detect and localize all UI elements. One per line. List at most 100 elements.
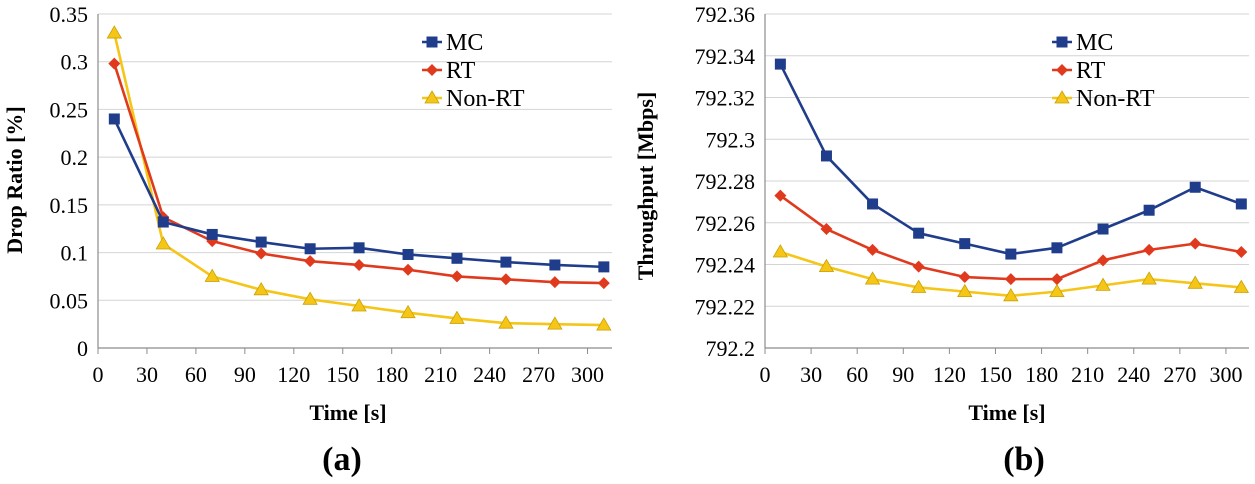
data-point [1051, 242, 1063, 254]
data-point [596, 317, 612, 331]
data-point [548, 276, 561, 289]
series-non-rt [106, 25, 612, 331]
data-point [1141, 271, 1157, 285]
data-point [959, 238, 971, 250]
legend-marker [1056, 64, 1068, 76]
throughput-chart: Throughput [Mbps] Time [s] (b) 792.2 792.… [633, 2, 1250, 478]
chart-panel-b: Throughput [Mbps] Time [s] (b) 792.2 792.… [630, 0, 1255, 479]
y-tick-label: 0.35 [50, 2, 89, 27]
data-point [1050, 273, 1063, 286]
data-point [774, 189, 787, 202]
series-non-rt [772, 244, 1250, 302]
data-point [818, 258, 835, 272]
data-point [304, 255, 317, 268]
data-point [302, 291, 318, 305]
data-point [598, 261, 610, 273]
figure-caption: (a) [322, 441, 362, 478]
series-rt [774, 189, 1248, 286]
x-tick-label: 300 [571, 362, 604, 387]
data-point [353, 242, 365, 254]
y-tick-label: 792.2 [706, 336, 756, 361]
x-tick-label: 120 [277, 362, 310, 387]
x-tick-label: 90 [892, 362, 914, 387]
data-point [912, 260, 925, 273]
x-tick-label: 120 [933, 362, 966, 387]
y-tick-label: 0.15 [50, 193, 89, 218]
x-axis-title: Time [s] [968, 400, 1045, 425]
y-tick-label: 0 [77, 336, 88, 361]
x-tick-label: 210 [424, 362, 457, 387]
data-point [820, 223, 833, 236]
x-tick-label: 60 [185, 362, 207, 387]
data-point [206, 228, 218, 240]
data-point [1143, 243, 1156, 256]
data-point [1189, 237, 1202, 250]
y-axis-title: Drop Ratio [%] [2, 106, 27, 253]
y-tick-label: 792.32 [695, 86, 756, 111]
series-mc [108, 113, 610, 273]
data-point [1049, 283, 1065, 298]
data-point [1097, 223, 1109, 235]
data-point [774, 58, 786, 70]
data-point [1235, 245, 1248, 258]
data-point [500, 256, 512, 268]
x-tick-label: 0 [93, 362, 104, 387]
x-tick-label: 150 [979, 362, 1012, 387]
x-tick-label: 180 [1025, 362, 1058, 387]
data-point [1095, 277, 1111, 291]
y-tick-label: 792.24 [695, 253, 756, 278]
drop-ratio-chart: Drop Ratio [%] Time [s] (a) 0 0.05 0.1 0.15… [2, 2, 612, 478]
gridlines [765, 13, 1249, 307]
data-point [402, 248, 414, 260]
x-tick-label: 30 [800, 362, 822, 387]
data-point [108, 57, 121, 70]
data-point [204, 268, 220, 282]
x-tick-label: 60 [846, 362, 868, 387]
x-tick-label: 150 [326, 362, 359, 387]
x-tick-label: 0 [760, 362, 771, 387]
data-point [1005, 248, 1017, 260]
data-point [1187, 275, 1203, 289]
data-point [498, 315, 514, 329]
data-point [1143, 204, 1155, 216]
x-tick-label: 270 [522, 362, 555, 387]
data-point [910, 279, 927, 293]
data-point [155, 236, 171, 250]
data-point [864, 271, 881, 285]
gridlines [98, 13, 612, 301]
data-point [1189, 181, 1201, 193]
legend-label: RT [446, 58, 476, 84]
data-point [450, 270, 463, 283]
legend-item: RT [1052, 58, 1106, 84]
data-point [353, 258, 366, 271]
y-tick-label: 792.34 [695, 44, 756, 69]
legend-marker [426, 36, 438, 48]
x-axis-title: Time [s] [309, 400, 386, 425]
y-tick-label: 0.3 [61, 50, 89, 75]
legend-item: MC [422, 30, 483, 56]
legend-item: Non-RT [422, 86, 525, 112]
x-tick-label: 300 [1209, 362, 1242, 387]
y-tick-label: 792.36 [695, 2, 756, 27]
x-tick-label: 240 [1117, 362, 1150, 387]
data-point [1003, 288, 1019, 302]
data-point [1235, 198, 1247, 210]
legend-marker [1054, 90, 1070, 104]
x-tick-label: 90 [234, 362, 256, 387]
legend-label: Non-RT [446, 86, 525, 112]
y-tick-label: 792.28 [695, 169, 756, 194]
x-tick-label: 180 [375, 362, 408, 387]
legend-marker [1056, 36, 1068, 48]
data-point [866, 243, 879, 256]
data-point [820, 150, 832, 162]
data-point [957, 283, 973, 298]
data-point [157, 216, 169, 228]
legend-marker [424, 90, 440, 104]
figure-caption: (b) [1003, 441, 1045, 478]
legend-label: MC [1076, 30, 1113, 56]
data-point [451, 252, 463, 264]
y-tick-label: 0.1 [61, 241, 89, 266]
data-point [499, 273, 512, 286]
x-tick-label: 270 [1163, 362, 1196, 387]
data-point [958, 271, 971, 284]
